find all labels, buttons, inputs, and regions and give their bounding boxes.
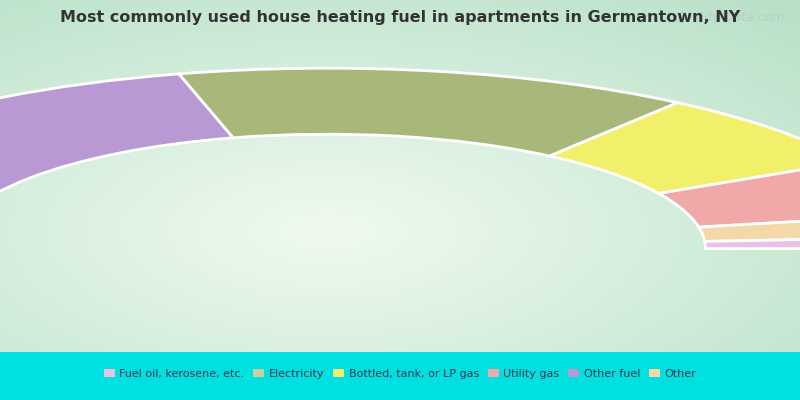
Wedge shape bbox=[550, 103, 800, 194]
Wedge shape bbox=[658, 162, 800, 227]
Wedge shape bbox=[705, 237, 800, 249]
Text: Most commonly used house heating fuel in apartments in Germantown, NY: Most commonly used house heating fuel in… bbox=[60, 10, 740, 25]
Wedge shape bbox=[179, 68, 678, 156]
Wedge shape bbox=[0, 74, 234, 248]
Text: @  City-Data.com: @ City-Data.com bbox=[674, 10, 784, 24]
Wedge shape bbox=[698, 215, 800, 242]
Legend: Fuel oil, kerosene, etc., Electricity, Bottled, tank, or LP gas, Utility gas, Ot: Fuel oil, kerosene, etc., Electricity, B… bbox=[99, 364, 701, 384]
